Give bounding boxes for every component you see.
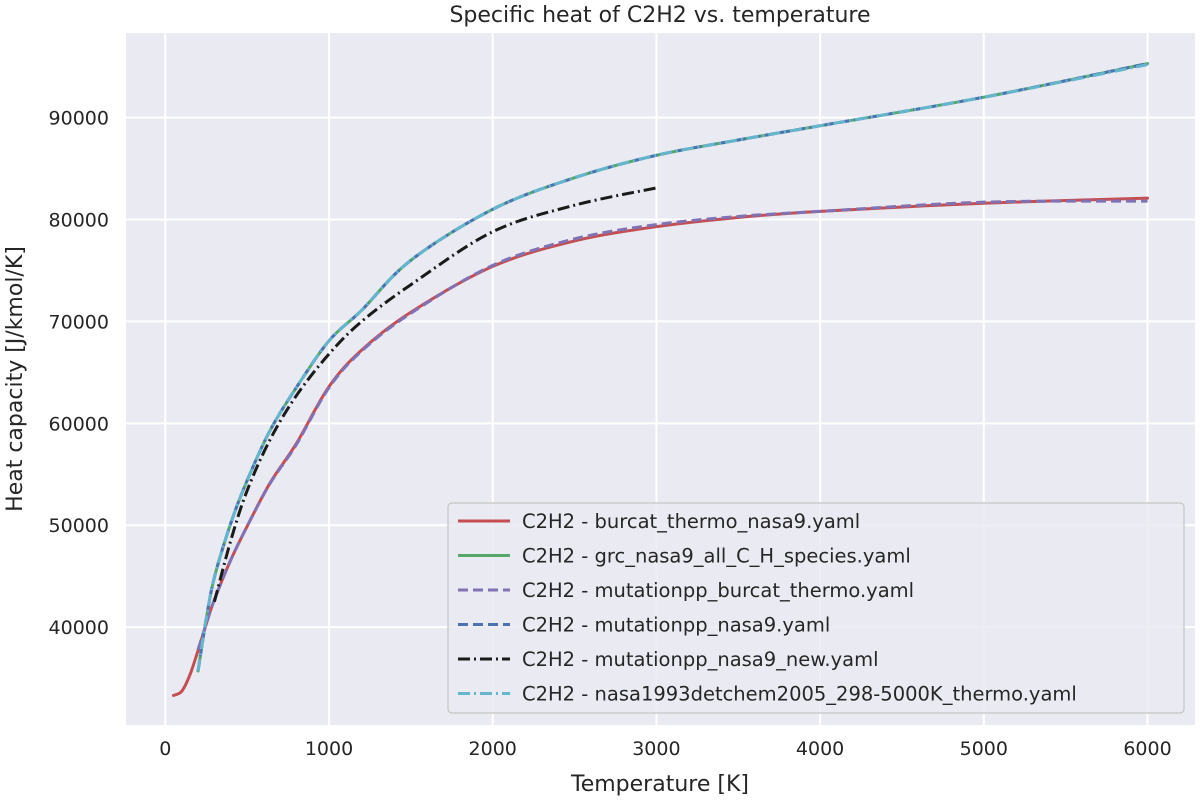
legend: C2H2 - burcat_thermo_nasa9.yaml C2H2 - gr…: [447, 502, 1185, 714]
chart-title: Specific heat of C2H2 vs. temperature: [449, 3, 870, 28]
y-tick-label: 60000: [49, 413, 109, 435]
series-line-5: [196, 63, 1148, 672]
legend-label: C2H2 - mutationpp_burcat_thermo.yaml: [522, 579, 914, 602]
legend-label: C2H2 - mutationpp_nasa9.yaml: [522, 614, 830, 637]
legend-label: C2H2 - mutationpp_nasa9_new.yaml: [522, 648, 879, 671]
series-line-4: [212, 186, 657, 603]
y-axis-label: Heat capacity [J/kmol/K]: [3, 246, 28, 512]
x-tick-label: 1000: [305, 738, 353, 760]
legend-label: C2H2 - burcat_thermo_nasa9.yaml: [522, 510, 860, 533]
legend-box: [447, 502, 1185, 714]
x-tick-label: 3000: [632, 738, 680, 760]
series-line-3: [196, 62, 1148, 672]
y-tick-label: 90000: [49, 108, 109, 130]
y-tick-label: 50000: [49, 515, 109, 537]
x-tick-label: 0: [159, 738, 171, 760]
series-lines: [171, 62, 1150, 697]
x-tick-label: 6000: [1123, 738, 1171, 760]
series-line-2: [196, 199, 1148, 651]
legend-label: C2H2 - nasa1993detchem2005_298-5000K_the…: [522, 683, 1077, 706]
x-axis-label: Temperature [K]: [570, 772, 749, 797]
x-tick-label: 5000: [960, 738, 1008, 760]
grid: [126, 33, 1195, 725]
tick-labels: 0 1000 2000 3000 4000 5000 6000 40000 50000 60000…: [49, 108, 1172, 760]
y-tick-label: 40000: [49, 617, 109, 639]
x-tick-label: 2000: [469, 738, 517, 760]
y-tick-label: 80000: [49, 210, 109, 232]
legend-label: C2H2 - grc_nasa9_all_C_H_species.yaml: [522, 545, 911, 568]
x-tick-label: 4000: [796, 738, 844, 760]
y-tick-label: 70000: [49, 311, 109, 333]
